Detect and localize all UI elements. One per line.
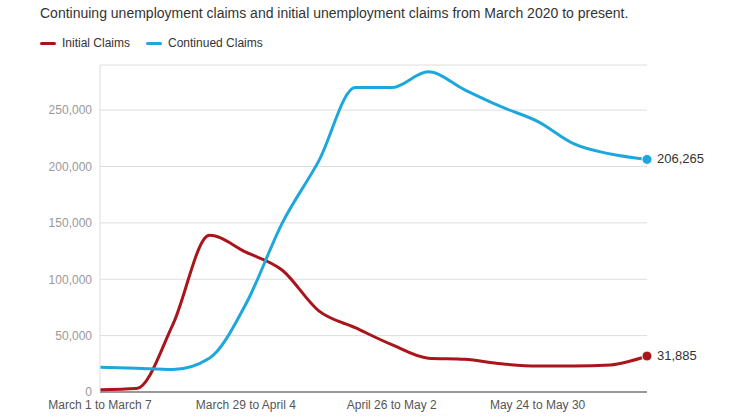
svg-text:0: 0 (85, 385, 92, 399)
html-text:Continuing unemployment claims: Continuing unemployment claims and initi… (40, 5, 629, 21)
svg-text:250,000: 250,000 (49, 103, 93, 117)
svg-text:31,885: 31,885 (657, 348, 697, 363)
svg-text:206,265: 206,265 (657, 151, 704, 166)
html-text:Continued Claims: Continued Claims (168, 36, 263, 50)
svg-text:March 29 to April 4: March 29 to April 4 (196, 398, 296, 412)
svg-text:200,000: 200,000 (49, 160, 93, 174)
html-text:Initial Claims: Initial Claims (62, 36, 130, 50)
svg-text:May 24 to May 30: May 24 to May 30 (490, 398, 586, 412)
svg-text:100,000: 100,000 (49, 273, 93, 287)
svg-text:50,000: 50,000 (55, 329, 92, 343)
svg-text:150,000: 150,000 (49, 216, 93, 230)
svg-text:March 1 to March 7: March 1 to March 7 (48, 398, 152, 412)
svg-text:April 26 to May 2: April 26 to May 2 (347, 398, 437, 412)
